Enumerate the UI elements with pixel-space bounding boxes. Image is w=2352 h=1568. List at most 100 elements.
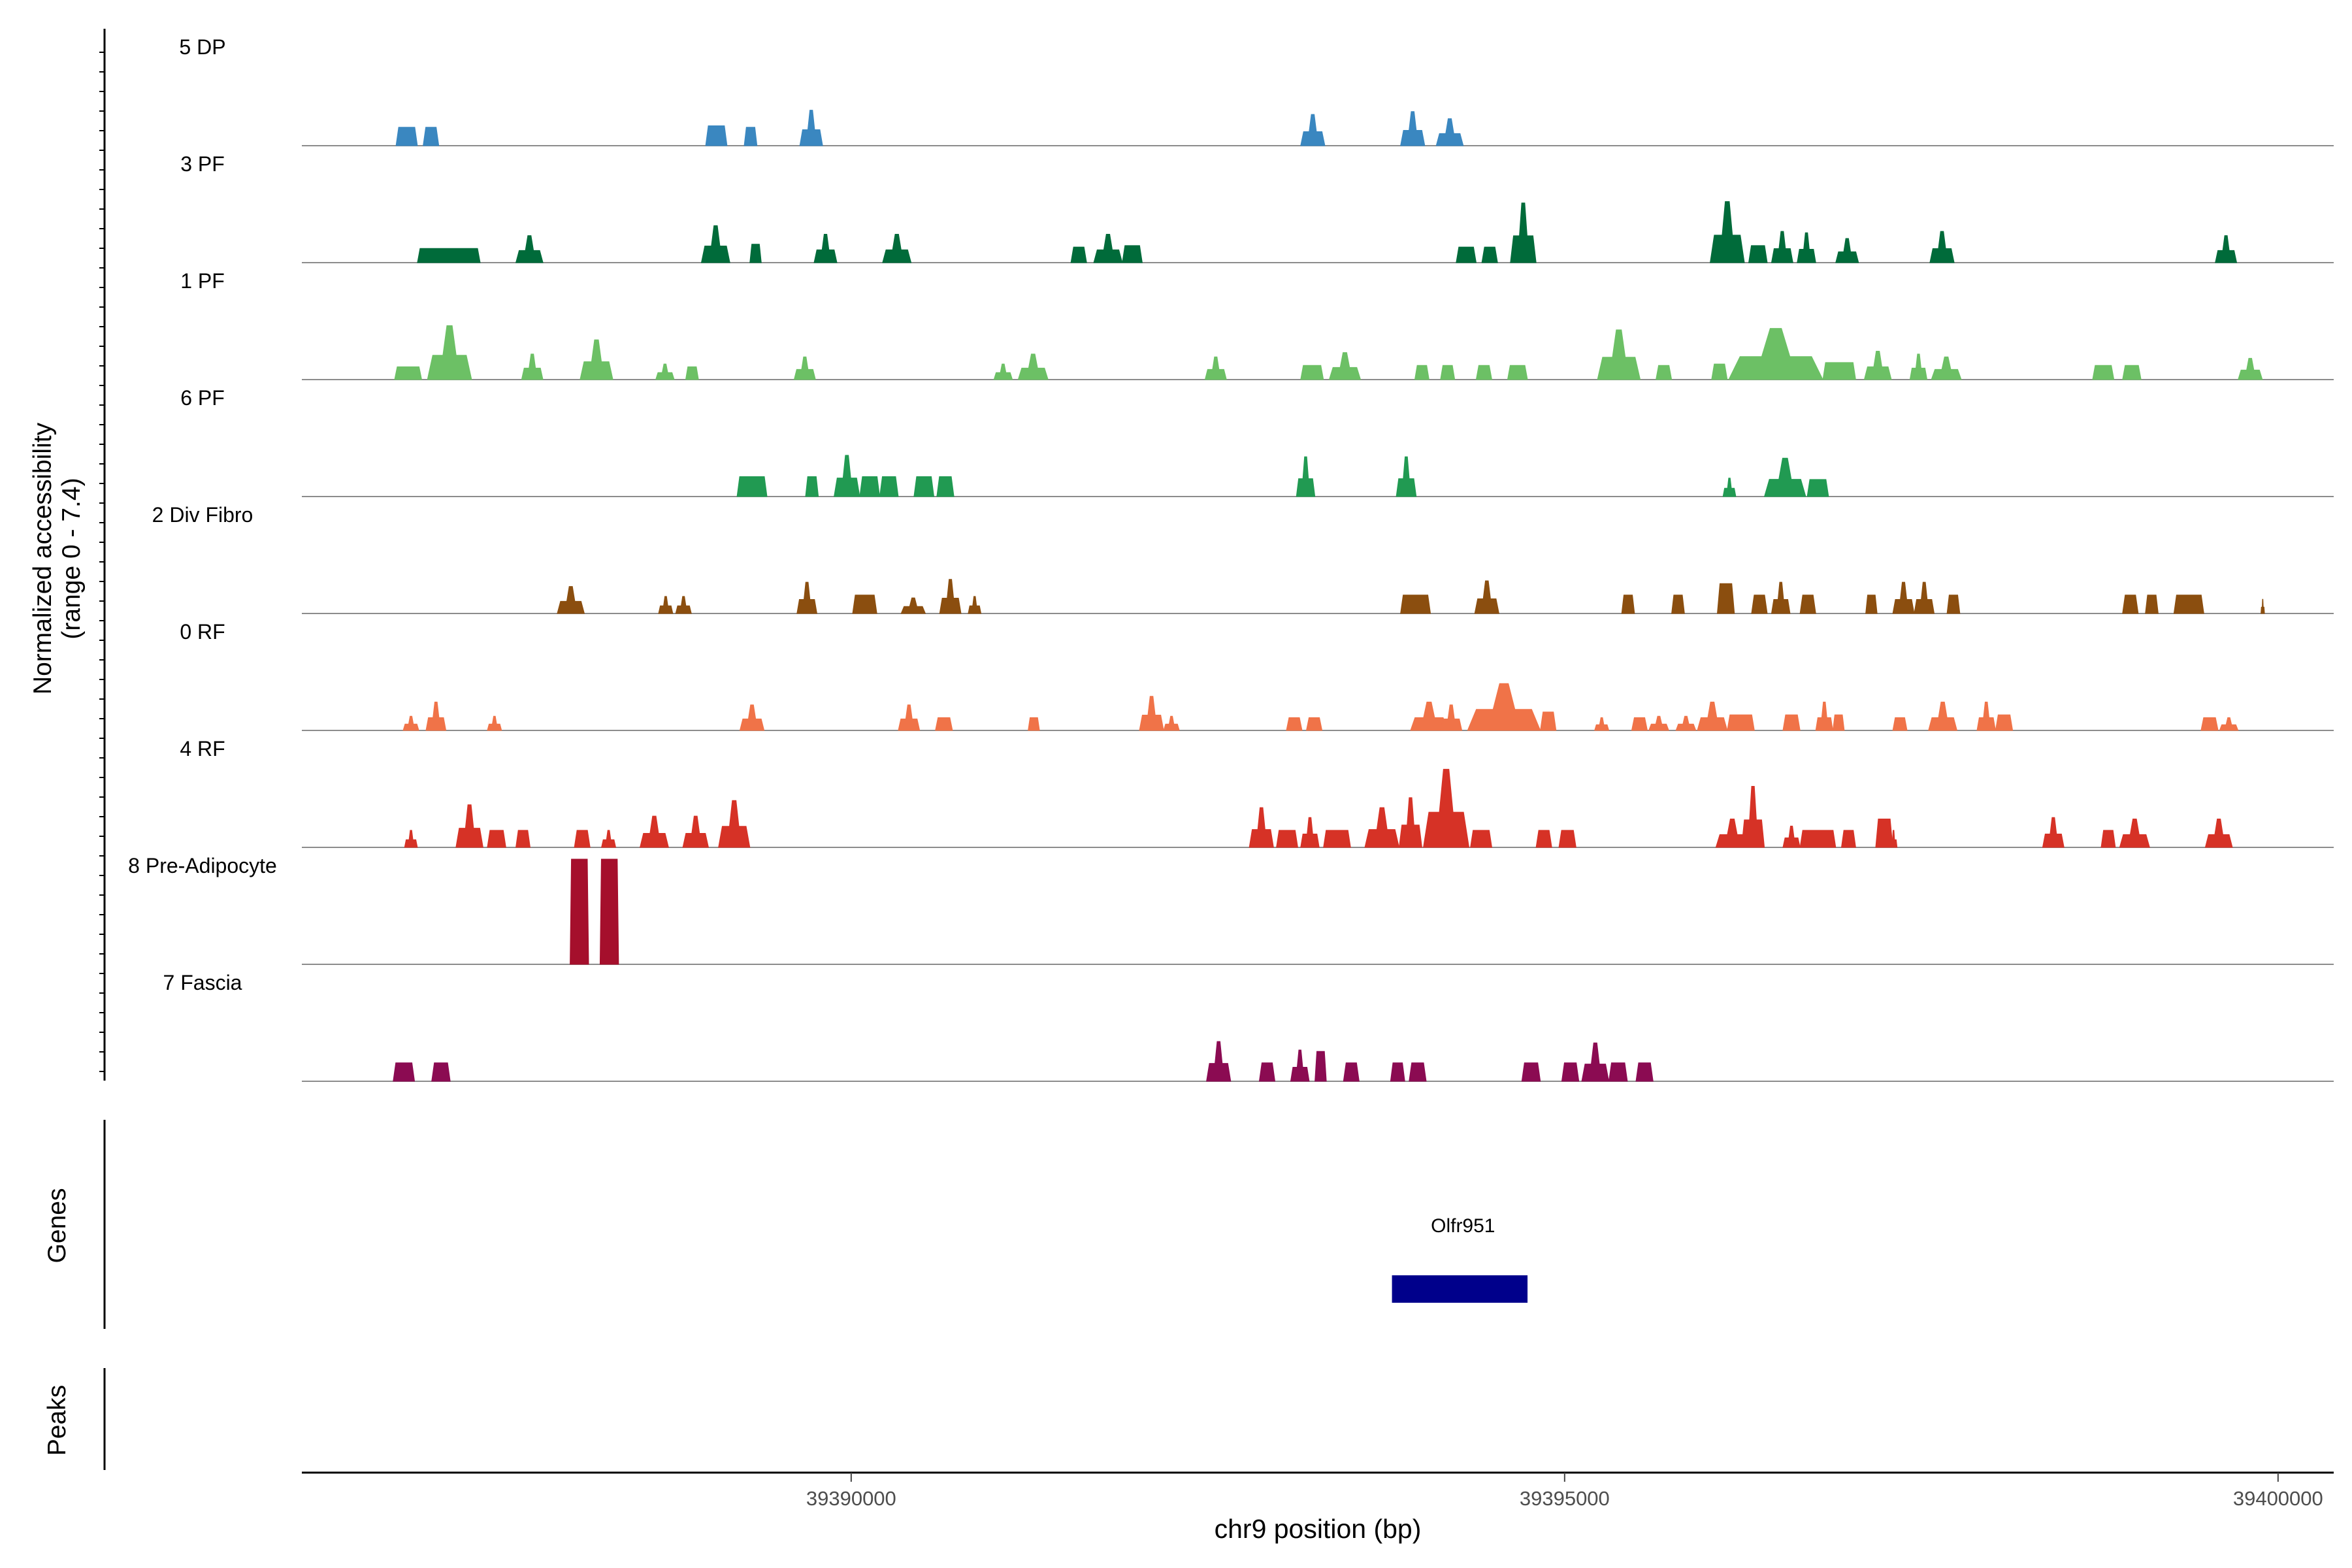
coverage-peak xyxy=(1914,581,1935,614)
coverage-peak xyxy=(700,225,730,263)
track-label: 7 Fascia xyxy=(163,971,242,994)
track-label: 2 Div Fibro xyxy=(152,503,253,527)
coverage-peak xyxy=(1507,365,1528,380)
coverage-peak xyxy=(1028,717,1040,731)
coverage-peak xyxy=(1398,797,1422,848)
track-label: 3 PF xyxy=(180,152,225,176)
x-axis-ticks: 39390000 39395000 39400000 xyxy=(806,1473,2323,1510)
coverage-peak xyxy=(1728,328,1823,380)
coverage-peak xyxy=(1163,715,1180,731)
x-axis-label: chr9 position (bp) xyxy=(1215,1514,1422,1544)
gene-body xyxy=(1392,1275,1528,1303)
coverage-peak xyxy=(1763,457,1806,497)
coverage-peak xyxy=(1258,1062,1276,1082)
coverage-peak xyxy=(1474,580,1499,614)
coverage-peak xyxy=(1635,1062,1654,1082)
coverage-peak xyxy=(404,830,418,848)
track-label: 1 PF xyxy=(180,269,225,293)
coverage-peak xyxy=(557,586,585,614)
coverage-peak xyxy=(739,704,765,731)
coverage-peak xyxy=(1440,365,1456,380)
coverage-peak xyxy=(2200,717,2219,731)
track-1-pf: 1 PF xyxy=(180,269,2334,380)
coverage-peak xyxy=(913,476,935,497)
track-3-pf: 3 PF xyxy=(180,152,2334,263)
coverage-peak xyxy=(1608,1062,1628,1082)
coverage-peak xyxy=(655,363,675,380)
coverage-peak xyxy=(599,858,619,965)
coverage-peak xyxy=(1305,717,1323,731)
coverage-peak xyxy=(1727,714,1755,731)
coverage-peak xyxy=(1648,715,1669,731)
coverage-peak xyxy=(393,1062,416,1082)
coverage-peak xyxy=(2122,365,2142,380)
track-8-pre-adipocyte: 8 Pre-Adipocyte xyxy=(128,854,2334,965)
coverage-peak xyxy=(675,596,692,614)
coverage-peak xyxy=(879,476,899,497)
coverage-peak xyxy=(1671,595,1685,614)
x-axis-tick-label: 39400000 xyxy=(2233,1487,2323,1510)
genes-panel-label: Genes xyxy=(43,1188,71,1264)
coverage-peak xyxy=(1300,114,1326,146)
coverage-peak xyxy=(2215,235,2238,263)
coverage-peak xyxy=(935,717,953,731)
coverage-peak xyxy=(1631,717,1648,731)
coverage-peak xyxy=(487,715,502,731)
coverage-peak xyxy=(1414,365,1429,380)
coverage-peak xyxy=(1929,231,1955,263)
coverage-peak xyxy=(852,595,877,614)
coverage-peak xyxy=(1276,830,1299,848)
coverage-peak xyxy=(805,476,819,497)
coverage-peak xyxy=(455,804,483,848)
coverage-peak xyxy=(1697,701,1728,731)
coverage-peak xyxy=(1400,595,1431,614)
coverage-peak xyxy=(1440,704,1463,731)
coverage-peak xyxy=(1249,807,1274,848)
coverage-peak xyxy=(425,701,447,731)
coverage-peak xyxy=(936,476,955,497)
track-label: 6 PF xyxy=(180,386,225,410)
coverage-peak xyxy=(1863,350,1892,380)
coverage-peak xyxy=(2122,595,2139,614)
coverage-peak xyxy=(1832,714,1845,731)
coverage-peak xyxy=(1741,785,1765,848)
coverage-peak xyxy=(1909,353,1928,380)
coverage-peak xyxy=(1328,352,1362,380)
coverage-peak xyxy=(570,858,589,965)
coverage-peak xyxy=(1822,362,1856,380)
coverage-peak xyxy=(1300,817,1320,848)
coverage-peak xyxy=(639,815,669,848)
coverage-peak xyxy=(1364,807,1400,848)
coverage-peak xyxy=(682,815,710,848)
coverage-peak xyxy=(1070,246,1087,263)
coverage-peak xyxy=(1521,1062,1541,1082)
coverage-peak xyxy=(1710,201,1745,263)
coverage-peak xyxy=(2042,817,2065,848)
coverage-peak xyxy=(1806,479,1829,497)
coverage-peak xyxy=(1656,365,1673,380)
coverage-peak xyxy=(1946,595,1961,614)
coverage-peak xyxy=(1467,683,1541,731)
peaks-panel-label: Peaks xyxy=(43,1385,71,1456)
coverage-peak xyxy=(1286,717,1303,731)
coverage-peak xyxy=(1675,715,1697,731)
coverage-peak xyxy=(395,127,418,146)
coverage-peak xyxy=(1343,1062,1360,1082)
gene-label: Olfr951 xyxy=(1431,1215,1495,1237)
track-label: 4 RF xyxy=(180,737,225,760)
coverage-peak xyxy=(898,704,921,731)
coverage-peak xyxy=(1296,456,1316,497)
coverage-peak xyxy=(1300,365,1324,380)
coverage-peak xyxy=(515,830,531,848)
x-axis-tick-label: 39390000 xyxy=(806,1487,896,1510)
coverage-peak xyxy=(813,233,838,263)
coverage-peak xyxy=(1594,717,1610,731)
coverage-peak xyxy=(796,581,818,614)
coverage-peak xyxy=(1315,1051,1327,1082)
coverage-peak xyxy=(2237,357,2263,380)
track-5-dp: 5 DP xyxy=(179,35,2334,146)
coverage-peak xyxy=(799,110,823,146)
coverage-peak xyxy=(993,363,1013,380)
coverage-peak xyxy=(1716,583,1735,614)
